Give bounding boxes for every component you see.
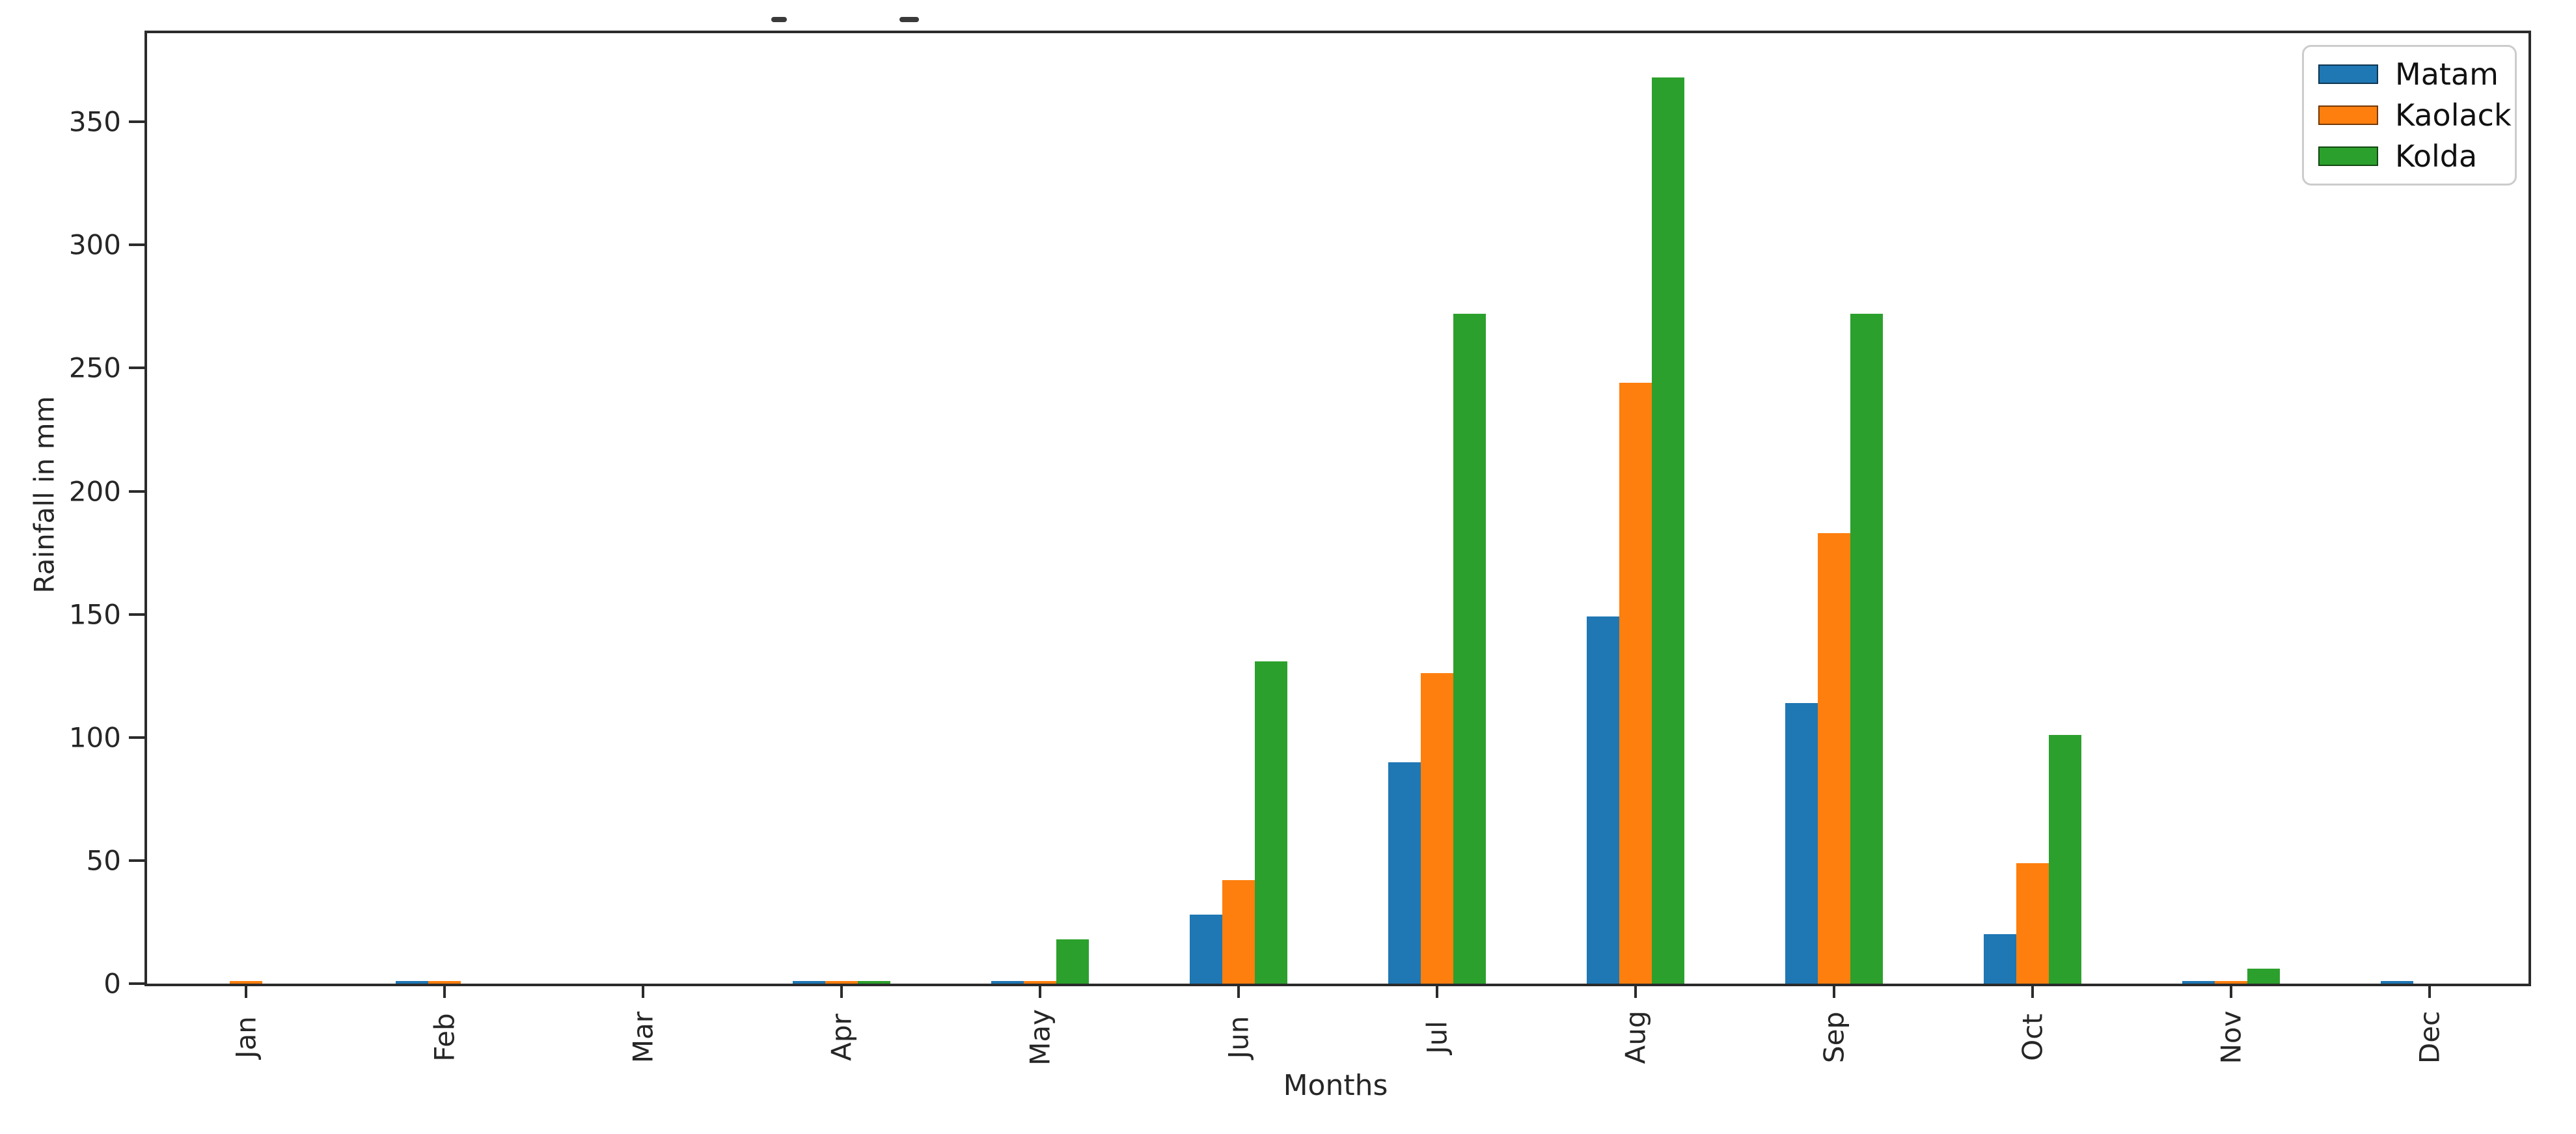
y-tick-mark-150: [129, 613, 144, 616]
x-tick-label-mar: Mar: [627, 1011, 659, 1064]
bar-group-jan: [147, 33, 346, 984]
x-tick-label-aug: Aug: [1619, 1010, 1652, 1064]
x-tick-label-jan: Jan: [230, 1016, 262, 1058]
cropped-title-fragment: [771, 17, 787, 22]
cropped-title-fragment: [899, 17, 919, 22]
bar-kaolack-apr: [825, 981, 858, 984]
x-tick-label-nov: Nov: [2215, 1010, 2247, 1064]
y-tick-label-250: 250: [68, 352, 121, 384]
legend-swatch-kolda: [2318, 146, 2378, 167]
bar-group-oct: [1933, 33, 2131, 984]
x-tick-label-apr: Apr: [825, 1014, 858, 1061]
y-tick-label-350: 350: [68, 105, 121, 138]
bar-matam-may: [991, 981, 1024, 984]
y-tick-mark-350: [129, 120, 144, 124]
x-tick-label-oct: Oct: [2016, 1014, 2049, 1061]
bar-group-feb: [346, 33, 544, 984]
x-tick-mark-may: [1039, 984, 1042, 998]
legend-item-matam: Matam: [2318, 57, 2501, 92]
legend-item-kaolack: Kaolack: [2318, 98, 2512, 133]
bar-kaolack-jun: [1222, 880, 1255, 984]
x-tick-label-jul: Jul: [1421, 1021, 1453, 1054]
bar-kaolack-may: [1024, 981, 1057, 984]
x-tick-mark-dec: [2428, 984, 2431, 998]
bar-matam-jun: [1190, 915, 1223, 984]
legend-item-kolda: Kolda: [2318, 139, 2501, 174]
bar-matam-jul: [1388, 762, 1421, 984]
y-tick-mark-0: [129, 982, 144, 985]
x-tick-mark-jan: [245, 984, 248, 998]
bar-kolda-apr: [858, 981, 891, 984]
legend-label-kaolack: Kaolack: [2395, 97, 2512, 133]
bar-matam-aug: [1586, 616, 1619, 984]
legend-label-kolda: Kolda: [2395, 139, 2478, 174]
x-tick-label-jun: Jun: [1222, 1016, 1255, 1059]
bar-kolda-nov: [2247, 969, 2280, 984]
bar-group-nov: [2131, 33, 2330, 984]
x-tick-mark-nov: [2229, 984, 2232, 998]
legend: Matam Kaolack Kolda: [2302, 45, 2517, 186]
bar-kaolack-nov: [2214, 981, 2247, 984]
bar-kolda-aug: [1651, 77, 1684, 984]
bar-group-mar: [544, 33, 743, 984]
x-tick-label-may: May: [1024, 1009, 1056, 1066]
bar-kaolack-aug: [1619, 383, 1652, 984]
x-tick-label-sep: Sep: [1818, 1011, 1850, 1064]
bar-matam-oct: [1983, 934, 2016, 984]
legend-label-matam: Matam: [2395, 56, 2499, 92]
y-tick-mark-200: [129, 490, 144, 493]
bar-group-jun: [1140, 33, 1338, 984]
bar-kaolack-oct: [2016, 863, 2049, 984]
y-tick-label-100: 100: [68, 721, 121, 754]
bar-matam-nov: [2182, 981, 2215, 984]
bar-group-apr: [743, 33, 941, 984]
y-tick-label-300: 300: [68, 228, 121, 261]
bar-matam-sep: [1785, 702, 1818, 984]
bar-matam-dec: [2380, 981, 2413, 984]
x-tick-label-feb: Feb: [428, 1013, 461, 1062]
bar-group-may: [941, 33, 1140, 984]
y-tick-label-200: 200: [68, 475, 121, 508]
y-tick-label-0: 0: [103, 967, 121, 1000]
bar-kaolack-jan: [230, 981, 263, 984]
bar-group-jul: [1338, 33, 1537, 984]
x-tick-mark-feb: [443, 984, 446, 998]
y-tick-mark-50: [129, 859, 144, 862]
x-tick-mark-aug: [1634, 984, 1637, 998]
x-tick-mark-jun: [1237, 984, 1240, 998]
bar-group-sep: [1734, 33, 1933, 984]
x-tick-mark-jul: [1435, 984, 1438, 998]
x-tick-label-dec: Dec: [2413, 1010, 2446, 1064]
bar-kolda-may: [1056, 939, 1089, 984]
y-tick-label-150: 150: [68, 598, 121, 631]
x-tick-mark-oct: [2031, 984, 2034, 998]
x-tick-mark-apr: [840, 984, 843, 998]
bar-kolda-jun: [1255, 661, 1288, 984]
y-tick-mark-100: [129, 736, 144, 739]
bar-kolda-sep: [1850, 314, 1883, 984]
bar-kolda-oct: [2048, 735, 2081, 984]
y-tick-mark-250: [129, 366, 144, 370]
y-axis-label: Rainfall in mm: [28, 396, 61, 594]
bar-group-aug: [1536, 33, 1734, 984]
y-tick-label-50: 50: [86, 844, 121, 877]
x-tick-mark-sep: [1832, 984, 1835, 998]
bar-groups: [147, 33, 2528, 984]
bar-matam-feb: [396, 981, 429, 984]
x-axis-label: Months: [1283, 1069, 1388, 1102]
bar-matam-apr: [793, 981, 826, 984]
x-tick-mark-mar: [642, 984, 645, 998]
bar-kaolack-sep: [1817, 532, 1850, 984]
legend-swatch-kaolack: [2318, 105, 2378, 125]
bar-group-dec: [2330, 33, 2528, 984]
bar-kolda-jul: [1453, 314, 1486, 984]
bar-kaolack-jul: [1420, 673, 1453, 984]
bar-kaolack-feb: [428, 981, 461, 984]
plot-area: 0 50 100 150 200 250 300 350 Jan Feb Mar Apr May Jun…: [69, 31, 2531, 1066]
legend-swatch-matam: [2318, 64, 2378, 84]
y-tick-mark-300: [129, 243, 144, 247]
